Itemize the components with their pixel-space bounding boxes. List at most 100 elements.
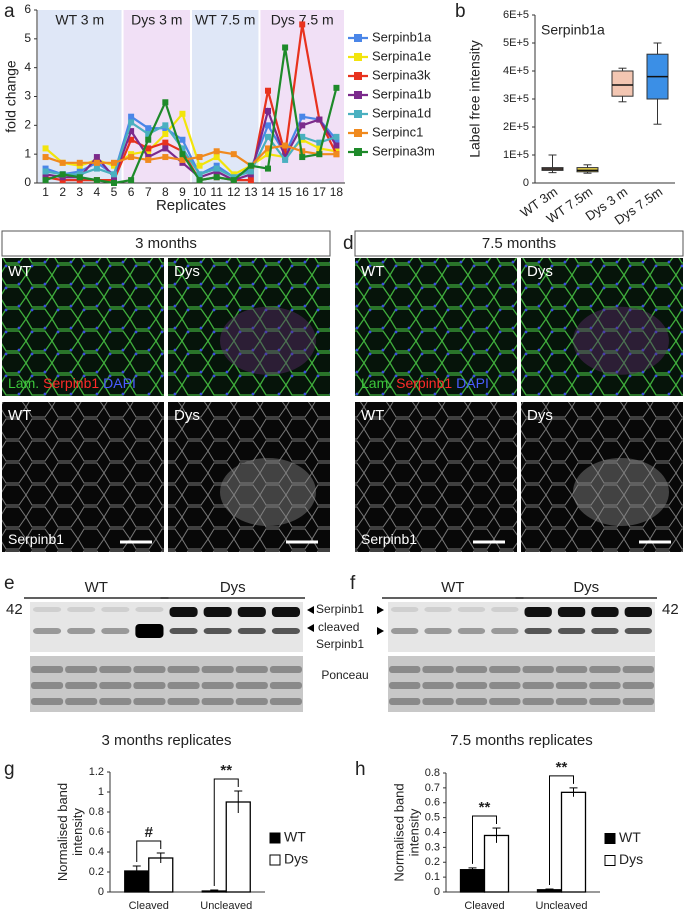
point: [76, 159, 83, 166]
y-tick-label: 3: [24, 89, 31, 103]
band: [169, 607, 198, 617]
band: [67, 607, 96, 612]
ponceau-band: [389, 666, 421, 673]
significance-label: **: [556, 759, 568, 776]
x-tick-label: Cleaved: [464, 900, 504, 912]
panel-letter: a: [4, 1, 15, 22]
legend-label: Serpina3m: [372, 143, 435, 158]
band: [271, 607, 300, 617]
point: [316, 145, 323, 152]
point: [59, 171, 66, 178]
x-tick-label: Cleaved: [129, 900, 169, 912]
ponceau-band: [489, 698, 521, 705]
y-tick-label: 0: [434, 886, 440, 898]
point: [162, 139, 169, 146]
ponceau-band: [269, 682, 302, 689]
point: [93, 154, 100, 161]
band: [491, 607, 519, 612]
y-tick-label: 0.4: [425, 826, 440, 838]
legend-marker: [354, 53, 362, 61]
point: [42, 168, 49, 175]
y-tick-label: 4E+5: [503, 65, 529, 77]
y-tick-label: 1: [24, 146, 31, 160]
y-tick-label: 2: [24, 118, 31, 132]
y-tick-label: 2E+5: [503, 121, 529, 133]
ponceau-band: [31, 682, 64, 689]
x-tick-label: 1: [42, 185, 49, 199]
x-tick-label: 8: [162, 185, 169, 199]
marker-size: 42: [662, 601, 679, 618]
ponceau-band: [522, 682, 554, 689]
band-arrow: [377, 606, 384, 614]
legend-label: WT: [619, 829, 641, 845]
ponceau-band: [235, 698, 268, 705]
ponceau-band: [555, 682, 588, 689]
significance-bracket: [472, 815, 497, 864]
image-label: Dys: [527, 263, 553, 280]
legend-marker: [354, 129, 362, 137]
point: [316, 139, 323, 146]
ponceau-band: [622, 698, 654, 705]
stain-name: DAPI: [103, 375, 136, 391]
ponceau-band: [389, 698, 421, 705]
x-tick-label: 16: [296, 185, 310, 199]
box: [611, 70, 634, 97]
x-tick-label: 10: [193, 185, 207, 199]
legend-label: Serpinb1a: [372, 29, 432, 44]
stain-label: Serpinb1: [8, 531, 64, 547]
band: [457, 607, 486, 612]
legend-marker: [354, 91, 362, 99]
x-tick-label: 14: [261, 185, 275, 199]
band: [169, 628, 198, 634]
panel-letter: h: [355, 759, 366, 780]
stain-name: DAPI: [456, 375, 489, 391]
y-tick-label: 0: [98, 886, 104, 898]
band-arrow: [377, 627, 384, 635]
image-label: Dys: [174, 407, 200, 424]
stain-name: Serpinb1: [8, 531, 64, 547]
panel-title: 3 months: [135, 235, 197, 252]
point: [196, 154, 203, 161]
band: [391, 628, 419, 634]
point: [333, 151, 340, 158]
ponceau-band: [269, 698, 302, 705]
micrograph: [2, 258, 164, 396]
point: [59, 159, 66, 166]
image-label: WT: [8, 263, 31, 280]
y-axis-title-box: Normalised band intensity: [55, 782, 85, 882]
point: [111, 159, 117, 166]
y-axis-title: Normalised band intensity: [55, 782, 85, 882]
point: [196, 162, 203, 169]
micrograph: [168, 402, 330, 552]
ponceau-band: [422, 682, 454, 689]
band: [101, 628, 130, 634]
ponceau-band: [133, 682, 166, 689]
x-tick-label: 2: [59, 185, 66, 199]
ponceau-band: [201, 682, 234, 689]
ponceau-band: [235, 682, 268, 689]
ponceau-band: [422, 666, 454, 673]
legend-label: Serpinc1: [372, 124, 423, 139]
band: [271, 628, 300, 634]
lesion: [220, 306, 316, 375]
caption: 3 months replicates: [101, 732, 231, 749]
group-label: WT: [441, 579, 464, 596]
point: [265, 133, 271, 140]
point: [333, 84, 340, 91]
y-tick-label: 5: [24, 31, 31, 45]
ponceau-band: [589, 666, 621, 673]
ponceau-band: [133, 666, 166, 673]
ponceau-band: [589, 682, 621, 689]
stain-name: Lam.: [8, 375, 39, 391]
point: [247, 168, 254, 175]
point: [42, 145, 49, 152]
band: [624, 607, 652, 617]
point: [145, 130, 152, 137]
point: [179, 110, 186, 117]
band: [457, 628, 486, 634]
band: [591, 607, 619, 617]
band: [424, 628, 452, 634]
panel-title-box: [1, 230, 331, 257]
legend-label: Dys: [284, 851, 308, 867]
ponceau-band: [65, 698, 98, 705]
